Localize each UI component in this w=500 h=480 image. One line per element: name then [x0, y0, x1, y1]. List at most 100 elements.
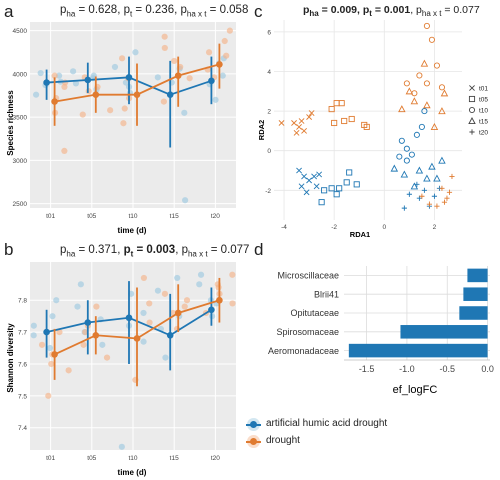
ordination-point — [446, 189, 453, 195]
data-point — [74, 303, 81, 310]
ordination-point — [440, 89, 449, 97]
ordination-point — [333, 191, 340, 198]
panel-b-title: pha = 0.371, pt = 0.003, pha x t = 0.077 — [60, 244, 250, 259]
mean-point — [133, 335, 141, 342]
data-point — [162, 354, 169, 361]
ordination-point — [408, 151, 415, 158]
ordination-point — [423, 80, 430, 87]
ordination-point — [348, 115, 355, 123]
ordination-point — [291, 120, 297, 126]
ordination-point — [398, 137, 405, 144]
data-point — [140, 309, 147, 317]
ordination-point — [421, 108, 428, 115]
data-point — [72, 80, 80, 87]
y-tick-label: 7.8 — [18, 298, 27, 305]
ordination-point — [416, 72, 423, 79]
data-point — [171, 57, 178, 65]
data-point — [61, 147, 68, 155]
x-tick-label: t15 — [170, 213, 179, 220]
data-point — [93, 303, 100, 310]
panel-letter-d: d — [254, 240, 264, 259]
ordination-point — [303, 189, 310, 196]
ordination-point — [413, 131, 420, 138]
data-point — [161, 33, 168, 40]
legend-item-drought: drought — [246, 432, 387, 449]
data-point — [49, 313, 56, 320]
ordination-point — [341, 117, 348, 125]
panel-a-title: pha = 0.628, pt = 0.236, pha x t = 0.058 — [60, 4, 249, 19]
y-tick-label: 7.6 — [18, 361, 27, 368]
bar — [467, 268, 488, 283]
data-point — [154, 74, 161, 81]
data-point — [181, 109, 188, 116]
mean-point — [208, 77, 215, 85]
y-tick-label: 6 — [267, 29, 271, 36]
ordination-point — [401, 205, 407, 211]
data-point — [48, 360, 55, 368]
data-point — [99, 341, 106, 348]
ordination-point — [298, 183, 305, 190]
data-point — [65, 367, 72, 374]
panel-b-xlabel: time (d) — [118, 468, 147, 477]
y-tick-label: -2 — [265, 188, 271, 195]
y-tick-label: Aeromonadaceae — [268, 346, 339, 356]
data-point — [56, 329, 63, 336]
ordination-point — [423, 101, 431, 109]
data-point — [70, 68, 77, 75]
ordination-point — [420, 59, 429, 67]
mean-point — [133, 91, 141, 98]
mean-point — [43, 79, 50, 86]
data-point — [37, 69, 44, 77]
ordination-point — [428, 162, 436, 170]
ordination-point — [343, 179, 350, 186]
panel-c-plot: -2 0 2 4 6 -4 -2 0 2 — [265, 20, 462, 231]
ordination-point — [318, 199, 325, 206]
ordination-point — [363, 123, 370, 130]
data-point — [121, 105, 128, 112]
x-tick-label: t10 — [128, 455, 137, 462]
shape-legend-key — [468, 117, 476, 125]
ordination-point — [431, 193, 438, 199]
panel-b-ylabel: Shannon diversity — [6, 323, 15, 393]
ordination-point — [336, 185, 343, 192]
x-tick-label: -0.5 — [439, 364, 455, 374]
ordination-point — [390, 164, 399, 172]
data-point — [38, 341, 46, 348]
ordination-point — [296, 167, 302, 174]
shape-legend-label: t10 — [479, 108, 488, 115]
y-tick-label: 4000 — [13, 71, 28, 78]
data-point — [55, 72, 63, 79]
ordination-point — [438, 107, 446, 115]
data-point — [223, 52, 230, 59]
ordination-point — [316, 171, 323, 178]
data-point — [226, 27, 233, 34]
data-point — [146, 319, 153, 326]
data-point — [46, 344, 54, 352]
mean-point — [125, 74, 133, 81]
panel-a-plot: 2500 3000 3500 4000 4500 t01 t05 t10 t15 t20 — [13, 22, 236, 220]
data-point — [79, 111, 86, 118]
ordination-point — [328, 185, 335, 192]
mean-point — [216, 61, 223, 68]
plot-background — [274, 20, 462, 220]
y-tick-label: 4 — [267, 69, 271, 76]
ordination-point — [418, 123, 425, 130]
panel-c-chart: RDA2 RDA1 -2 0 2 4 6 -4 -2 0 2 t01 t05 t10 t15 t20 — [257, 20, 488, 239]
ordination-point — [301, 127, 307, 134]
y-tick-label: Opitutaceae — [290, 308, 339, 318]
ordination-point — [346, 169, 353, 176]
ordination-point — [306, 177, 313, 184]
ordination-point — [306, 114, 313, 120]
x-tick-label: -1.5 — [359, 364, 375, 374]
mean-point — [174, 72, 182, 79]
panel-d-xlabel: ef_logFC — [393, 384, 438, 396]
ordination-point — [293, 129, 300, 136]
x-tick-label: -2 — [331, 224, 337, 231]
x-tick-label: t05 — [87, 213, 96, 220]
y-tick-label: 3000 — [13, 158, 28, 165]
y-tick-label: 2500 — [13, 201, 28, 208]
x-tick-label: t20 — [211, 455, 220, 462]
data-point — [186, 75, 193, 82]
ordination-point — [331, 119, 338, 127]
shape-legend-label: t20 — [479, 130, 488, 137]
